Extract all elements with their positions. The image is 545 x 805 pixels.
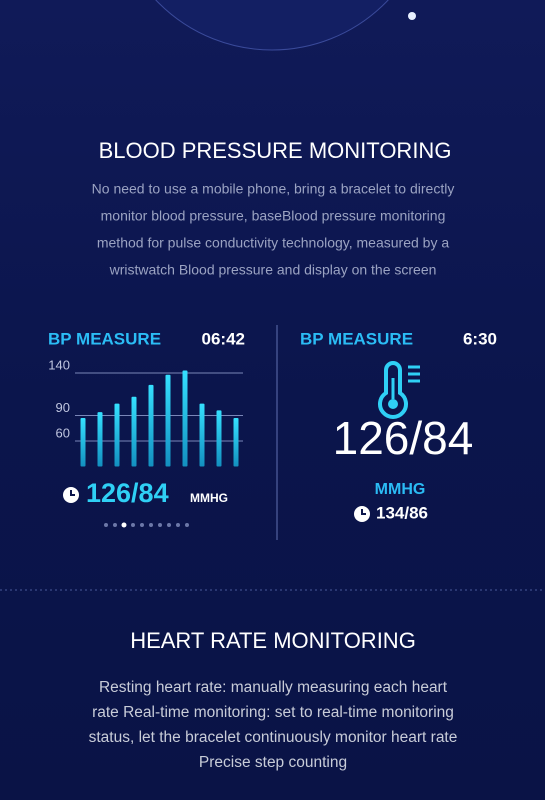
y-tick-label: 90 bbox=[56, 400, 70, 415]
y-tick-label: 60 bbox=[56, 425, 70, 440]
thermometer-icon bbox=[378, 361, 420, 419]
top-arc bbox=[155, 0, 389, 51]
bar bbox=[182, 370, 188, 467]
bar bbox=[148, 384, 154, 467]
clock-icon bbox=[63, 487, 79, 503]
section-text: No need to use a mobile phone, bring a b… bbox=[92, 181, 455, 278]
text-line: Precise step counting bbox=[199, 754, 347, 771]
y-tick-label: 140 bbox=[48, 357, 70, 372]
reading: 126/84 bbox=[86, 478, 169, 508]
text-line: wristwatch Blood pressure and display on… bbox=[109, 262, 437, 278]
previous-reading: 134/86 bbox=[376, 503, 428, 522]
watch-label: BP MEASURE bbox=[48, 329, 161, 348]
text-line: method for pulse conductivity technology… bbox=[97, 235, 449, 251]
bar bbox=[80, 418, 86, 467]
bar bbox=[233, 418, 239, 467]
page-dots bbox=[104, 522, 189, 528]
unit: MMHG bbox=[375, 481, 426, 498]
text-line: rate Real-time monitoring: set to real-t… bbox=[92, 704, 454, 721]
arc-dot bbox=[408, 12, 416, 20]
bar bbox=[165, 374, 171, 467]
watch-time: 06:42 bbox=[202, 329, 245, 348]
section-title: HEART RATE MONITORING bbox=[130, 628, 416, 653]
section-text: Resting heart rate: manually measuring e… bbox=[89, 679, 458, 771]
text-line: Resting heart rate: manually measuring e… bbox=[99, 679, 448, 696]
section-title: BLOOD PRESSURE MONITORING bbox=[99, 138, 452, 163]
bar bbox=[199, 403, 205, 467]
text-line: monitor blood pressure, baseBlood pressu… bbox=[101, 208, 446, 224]
text-line: status, let the bracelet continuously mo… bbox=[89, 729, 458, 746]
bar bbox=[216, 410, 222, 467]
clock-icon bbox=[354, 506, 370, 522]
bp-chart: 60 90 140 bbox=[48, 357, 243, 467]
bar bbox=[131, 396, 137, 467]
bar bbox=[114, 403, 120, 467]
big-reading: 126/84 bbox=[333, 412, 474, 464]
watch-label: BP MEASURE bbox=[300, 329, 413, 348]
text-line: No need to use a mobile phone, bring a b… bbox=[92, 181, 455, 197]
unit: MMHG bbox=[190, 491, 228, 505]
bar bbox=[97, 412, 103, 467]
watch-time: 6:30 bbox=[463, 329, 497, 348]
